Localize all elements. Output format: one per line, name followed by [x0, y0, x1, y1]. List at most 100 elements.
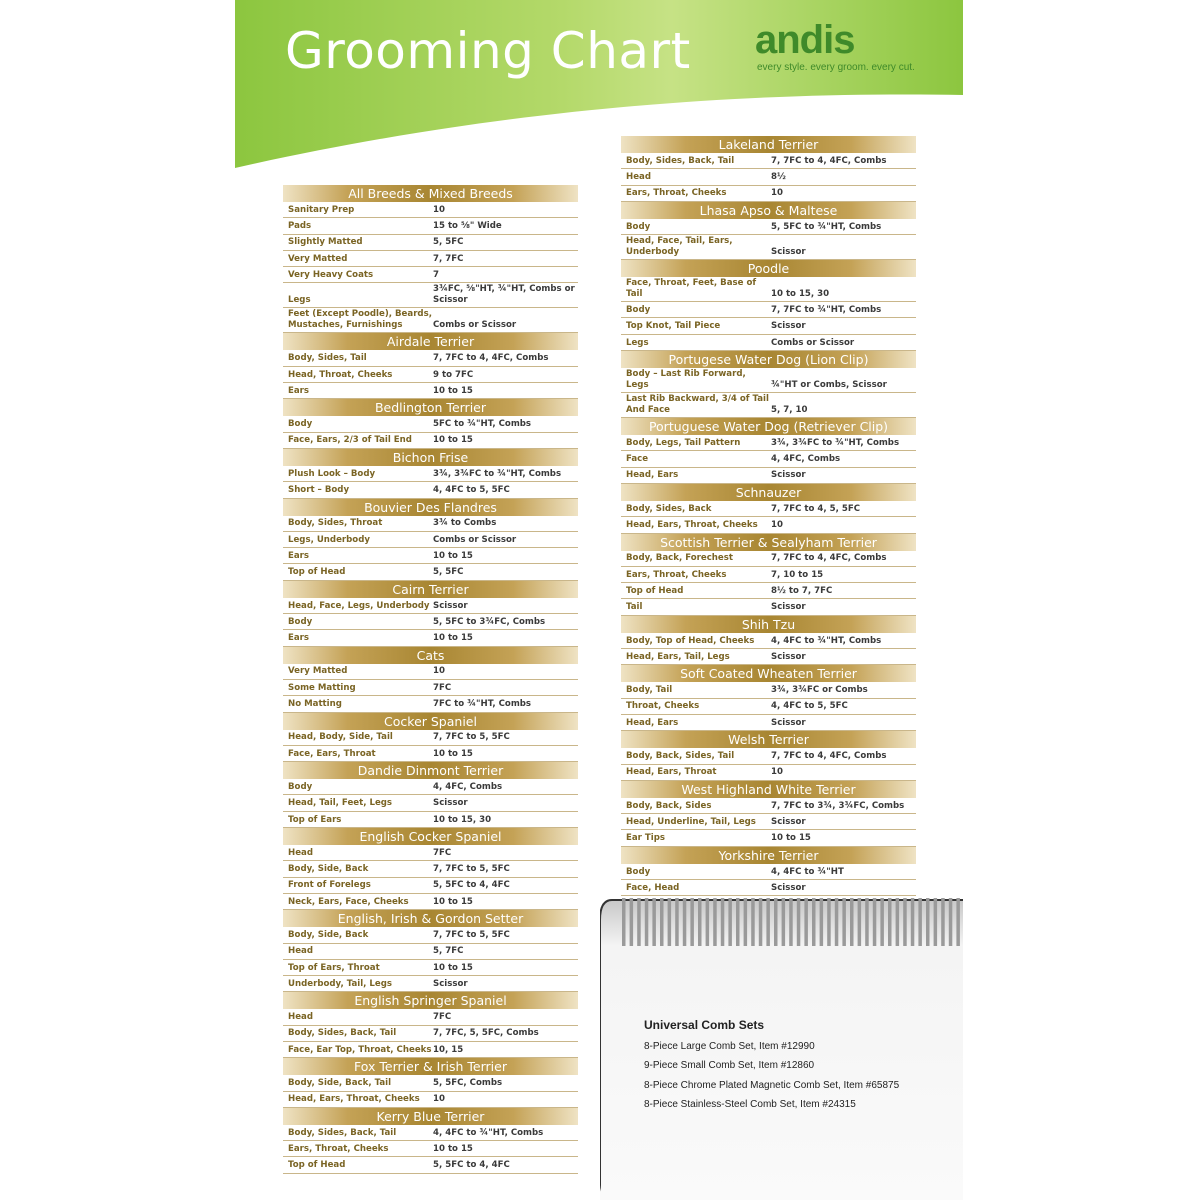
- body-area-label: Body, Top of Head, Cheeks: [626, 635, 755, 646]
- body-area-label: Body: [626, 304, 651, 315]
- table-row: Head, Body, Side, Tail 7, 7FC to 5, 5FC: [283, 730, 578, 746]
- body-area-label: Head, Ears: [626, 717, 679, 728]
- blade-recommendation: 10 to 15: [433, 1143, 473, 1154]
- blade-tooth: [903, 898, 907, 946]
- section-header: Portuguese Water Dog (Retriever Clip): [621, 418, 916, 436]
- blade-tooth: [933, 898, 938, 946]
- blade-recommendation: 7, 7FC to 4, 4FC, Combs: [433, 353, 549, 364]
- section-header: Bouvier Des Flandres: [283, 498, 578, 516]
- body-area-label: Top Knot, Tail Piece: [626, 321, 721, 332]
- table-row: Sanitary Prep 10: [283, 202, 578, 219]
- blade-recommendation: Scissor: [771, 470, 806, 481]
- body-area-label: Slightly Matted: [288, 237, 363, 248]
- table-row: Head, Underline, Tail, Legs Scissor: [621, 814, 916, 831]
- blade-tooth: [796, 898, 801, 946]
- blade-tooth: [872, 898, 877, 946]
- body-area-label: Head, Ears, Throat: [626, 767, 717, 778]
- body-area-label: Feet (Except Poodle), Beards, Mustaches,…: [288, 309, 432, 330]
- body-area-label: Head, Underline, Tail, Legs: [626, 816, 756, 827]
- table-row: Top of Head 8½ to 7, 7FC: [621, 583, 916, 600]
- blade-recommendation: 7, 7FC to 4, 4FC, Combs: [771, 155, 887, 166]
- clipper-blade-image: [600, 898, 963, 1200]
- page-title: Grooming Chart: [285, 22, 691, 80]
- blade-recommendation: Combs or Scissor: [433, 534, 517, 545]
- table-row: Body 5, 5FC to ¾"HT, Combs: [621, 219, 916, 236]
- body-area-label: Very Matted: [288, 666, 348, 677]
- body-area-label: Top of Head: [288, 1160, 346, 1171]
- body-area-label: Face, Ears, Throat: [288, 748, 376, 759]
- table-row: Head 8½: [621, 169, 916, 186]
- blade-tooth: [705, 898, 710, 946]
- body-area-label: No Matting: [288, 699, 342, 710]
- body-area-label: Last Rib Backward, 3/4 of Tail And Face: [626, 394, 769, 415]
- blade-tooth: [819, 898, 824, 946]
- blade-recommendation: 4, 4FC to ¾"HT, Combs: [433, 1127, 544, 1138]
- blade-tooth: [895, 898, 900, 946]
- grooming-chart-poster: Grooming Chart andis every style. every …: [235, 0, 963, 1200]
- blade-tooth: [690, 898, 694, 946]
- body-area-label: Head, Ears, Throat, Cheeks: [626, 520, 758, 531]
- blade-tooth: [827, 898, 831, 946]
- table-row: Body, Sides, Back, Tail 7, 7FC to 4, 4FC,…: [621, 153, 916, 170]
- body-area-label: Body: [288, 419, 313, 430]
- blade-recommendation: Scissor: [433, 600, 468, 611]
- blade-tooth: [766, 898, 770, 946]
- body-area-label: Body – Last Rib Forward, Legs: [626, 369, 746, 390]
- blade-recommendation: 10 to 15: [433, 435, 473, 446]
- table-row: Head, Ears, Throat, Cheeks 10: [283, 1092, 578, 1108]
- body-area-label: Sanitary Prep: [288, 204, 355, 215]
- table-row: Body, Sides, Throat 3¾ to Combs: [283, 516, 578, 532]
- blade-tooth: [880, 898, 884, 946]
- body-area-label: Body, Side, Back: [288, 930, 369, 940]
- section-header: Poodle: [621, 260, 916, 278]
- body-area-label: Head: [626, 172, 651, 183]
- table-row: Top of Head 5, 5FC: [283, 564, 578, 581]
- body-area-label: Front of Forelegs: [288, 880, 371, 891]
- blade-recommendation: 10: [433, 666, 445, 677]
- universal-comb-sets: Universal Comb Sets 8-Piece Large Comb S…: [644, 1018, 899, 1118]
- table-row: Legs 3¾FC, ⅝"HT, ¾"HT, Combs or Scissor: [283, 283, 578, 309]
- blade-recommendation: 5, 5FC: [433, 237, 464, 248]
- table-row: Body, Legs, Tail Pattern 3¾, 3¾FC to ¾"HT…: [621, 435, 916, 452]
- blade-tooth: [774, 898, 778, 946]
- body-area-label: Neck, Ears, Face, Cheeks: [288, 896, 409, 907]
- section-header: Dandie Dinmont Terrier: [283, 762, 578, 780]
- blade-recommendation: 3¾, 3¾FC to ¾"HT, Combs: [771, 437, 900, 448]
- body-area-label: Ears: [288, 385, 310, 396]
- table-row: Body, Side, Back 7, 7FC to 5, 5FC: [283, 927, 578, 944]
- blade-tooth: [941, 898, 945, 946]
- body-area-label: Head, Face, Tail, Ears, Underbody: [626, 236, 733, 257]
- table-row: Ears, Throat, Cheeks 10: [621, 186, 916, 202]
- body-area-label: Body: [288, 616, 313, 627]
- table-row: Ears 10 to 15: [283, 630, 578, 647]
- table-row: Very Matted 10: [283, 664, 578, 680]
- blade-recommendation: 7FC: [433, 682, 452, 693]
- blade-recommendation: 10 to 15: [433, 385, 473, 396]
- blade-recommendation: 4, 4FC to ¾"HT, Combs: [771, 635, 882, 646]
- blade-recommendation: Scissor: [433, 798, 468, 809]
- table-row: Legs, Underbody Combs or Scissor: [283, 532, 578, 549]
- blade-tooth: [660, 898, 664, 946]
- blade-recommendation: Scissor: [433, 978, 468, 989]
- body-area-label: Face: [626, 454, 649, 465]
- table-row: Pads 15 to ⅝" Wide: [283, 218, 578, 235]
- comb-set-item: 8-Piece Chrome Plated Magnetic Comb Set,…: [644, 1079, 900, 1091]
- blade-recommendation: Scissor: [771, 816, 806, 827]
- blade-tooth: [720, 898, 725, 946]
- body-area-label: Body: [626, 221, 651, 232]
- blade-tooth: [918, 898, 922, 946]
- blade-tooth: [804, 898, 808, 946]
- body-area-label: Body: [288, 781, 313, 792]
- green-wave-background: [235, 0, 963, 168]
- section-header: Lakeland Terrier: [621, 136, 916, 153]
- body-area-label: Body, Back, Sides: [626, 800, 712, 811]
- blade-recommendation: 10: [771, 188, 783, 199]
- table-row: Body, Back, Sides 7, 7FC to 3¾, 3¾FC, Com…: [621, 798, 916, 815]
- blade-recommendation: Scissor: [771, 602, 806, 613]
- blade-recommendation: 5, 7FC: [433, 946, 464, 957]
- blade-tooth: [667, 898, 672, 946]
- body-area-label: Legs: [288, 294, 311, 305]
- section-header: English Cocker Spaniel: [283, 828, 578, 846]
- table-row: Front of Forelegs 5, 5FC to 4, 4FC: [283, 878, 578, 894]
- blade-recommendation: 7, 7FC to 4, 5, 5FC: [771, 503, 861, 514]
